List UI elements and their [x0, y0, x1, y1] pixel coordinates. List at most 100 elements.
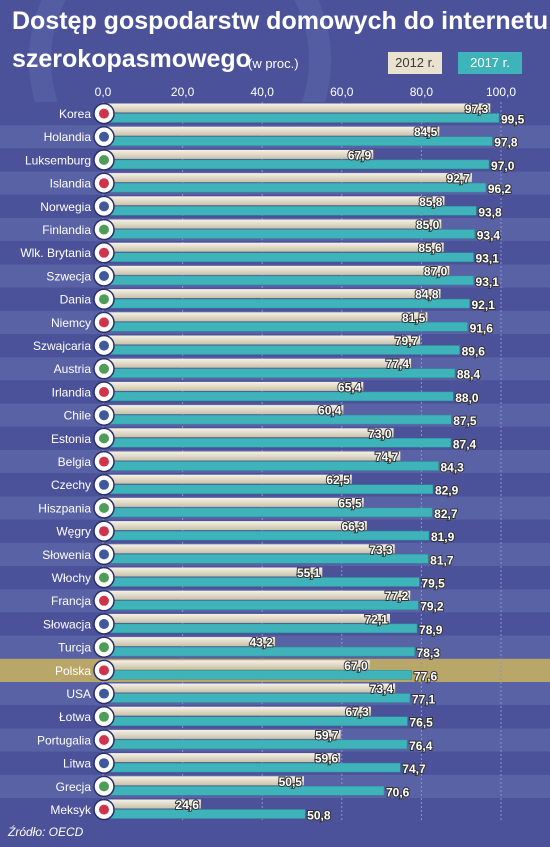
category-label: Szwecja — [46, 269, 91, 283]
source-note: Źródło: OECD — [8, 825, 84, 839]
se-flag-icon — [93, 265, 115, 287]
bar-2012 — [103, 103, 491, 113]
value-label-2017: 79,2 — [420, 600, 444, 614]
value-label-2012: 62,5 — [326, 473, 350, 487]
value-label-2012: 79,7 — [395, 334, 419, 348]
value-label-2012: 85,8 — [419, 195, 443, 209]
category-label: Wlk. Brytania — [20, 246, 91, 260]
bar-2012 — [103, 242, 444, 252]
category-label: Luksemburg — [25, 153, 91, 167]
bar-2012 — [103, 265, 450, 275]
value-label-2012: 87,0 — [424, 264, 448, 278]
category-label: Niemcy — [51, 316, 91, 330]
sk-flag-icon — [93, 613, 115, 635]
bar-2017 — [102, 275, 474, 286]
value-label-2012: 85,0 — [416, 218, 440, 232]
value-label-2017: 82,9 — [435, 484, 459, 498]
value-label-2017: 76,4 — [409, 739, 433, 753]
value-label-2017: 88,4 — [457, 368, 481, 382]
cz-flag-icon — [93, 474, 115, 496]
value-label-2012: 73,0 — [368, 427, 392, 441]
value-label-2017: 84,3 — [441, 461, 465, 475]
category-label: USA — [66, 687, 91, 701]
value-label-2012: 65,4 — [338, 380, 362, 394]
x-tick-label: 0,0 — [95, 85, 112, 99]
category-label: Finlandia — [42, 223, 91, 237]
category-label: Estonia — [51, 432, 91, 446]
ch-flag-icon — [93, 334, 115, 357]
category-label: Portugalia — [37, 733, 91, 747]
bar-2012 — [103, 729, 341, 739]
bar-2017 — [102, 693, 411, 703]
value-label-2012: 60,4 — [318, 404, 342, 418]
category-label: Dania — [60, 293, 92, 307]
bar-2012 — [103, 706, 371, 716]
fi-flag-icon — [93, 218, 115, 241]
bar-2012 — [103, 660, 370, 670]
value-label-2017: 77,1 — [412, 693, 436, 707]
value-label-2017: 92,1 — [472, 298, 496, 312]
value-label-2017: 97,0 — [491, 159, 515, 173]
lu-flag-icon — [93, 149, 115, 171]
value-label-2017: 78,9 — [419, 623, 443, 637]
bar-2017 — [102, 159, 490, 170]
category-label: Islandia — [50, 177, 92, 191]
legend-2012: 2012 r. — [388, 52, 442, 74]
bar-2012 — [103, 521, 367, 531]
category-label: Litwa — [63, 757, 91, 771]
category-label: Francja — [51, 594, 91, 608]
bar-2017 — [102, 484, 434, 494]
value-label-2017: 74,7 — [402, 762, 426, 776]
bar-2012 — [103, 567, 323, 577]
bar-2012 — [103, 613, 390, 623]
bar-2017 — [102, 391, 454, 402]
bar-2012 — [103, 196, 445, 206]
value-label-2017: 99,5 — [501, 113, 525, 127]
bar-2012 — [103, 405, 344, 415]
kr-flag-icon — [93, 102, 115, 125]
value-label-2012: 65,5 — [338, 496, 362, 510]
category-label: Austria — [54, 362, 92, 376]
mx-flag-icon — [93, 798, 115, 821]
bar-2012 — [103, 451, 401, 461]
x-tick-label: 20,0 — [171, 85, 195, 99]
value-label-2017: 79,5 — [421, 577, 445, 591]
category-label: Turcja — [58, 641, 91, 655]
si-flag-icon — [93, 543, 115, 566]
category-label: Norwegia — [40, 200, 91, 214]
bar-2017 — [102, 577, 420, 587]
bar-2017 — [102, 809, 306, 819]
bar-2012 — [103, 683, 396, 693]
value-label-2012: 72,1 — [365, 612, 389, 626]
value-label-2012: 73,4 — [370, 682, 394, 696]
bar-2012 — [103, 358, 412, 368]
category-label: Słowenia — [42, 548, 91, 562]
category-label: Grecja — [56, 780, 92, 794]
value-label-2012: 59,6 — [315, 752, 339, 766]
value-label-2012: 50,5 — [279, 775, 303, 789]
bar-2012 — [103, 799, 201, 809]
bar-2017 — [102, 786, 385, 796]
value-label-2012: 81,5 — [402, 311, 426, 325]
value-label-2017: 97,8 — [494, 136, 518, 150]
value-label-2017: 81,9 — [431, 530, 455, 544]
category-label: Holandia — [44, 130, 92, 144]
value-label-2017: 93,8 — [478, 205, 502, 219]
value-label-2012: 84,5 — [414, 125, 438, 139]
value-label-2012: 74,7 — [375, 450, 399, 464]
category-label: Włochy — [52, 571, 91, 585]
gr-flag-icon — [93, 775, 115, 798]
lt-flag-icon — [93, 752, 115, 774]
category-label: Belgia — [58, 455, 92, 469]
bar-2017 — [102, 414, 452, 425]
x-tick-label: 80,0 — [410, 85, 434, 99]
value-label-2012: 77,4 — [386, 357, 410, 371]
bar-2012 — [103, 312, 428, 322]
value-label-2017: 50,8 — [307, 809, 331, 823]
bar-2017 — [102, 530, 430, 541]
lv-flag-icon — [93, 706, 115, 728]
category-label: Łotwa — [59, 710, 91, 724]
be-flag-icon — [93, 450, 115, 473]
bar-2012 — [103, 753, 341, 763]
